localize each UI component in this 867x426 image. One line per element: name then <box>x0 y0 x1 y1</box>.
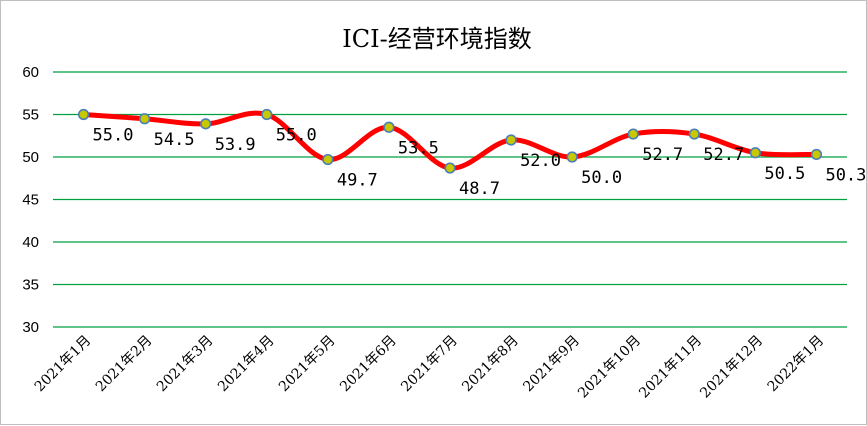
x-tick-label: 2021年12月 <box>697 333 766 402</box>
x-tick-label: 2021年4月 <box>215 333 278 396</box>
x-tick-label: 2021年5月 <box>276 333 339 396</box>
data-label: 53.5 <box>398 138 439 158</box>
gridlines <box>53 71 847 328</box>
data-label: 55.0 <box>93 126 134 146</box>
x-tick-label: 2021年10月 <box>575 333 644 402</box>
x-tick-label: 2021年2月 <box>93 333 156 396</box>
data-label: 55.0 <box>276 126 317 146</box>
x-axis-ticks: 2021年1月2021年2月2021年3月2021年4月2021年5月2021年… <box>32 333 828 402</box>
data-point <box>810 148 823 161</box>
data-label: 52.0 <box>520 151 561 171</box>
data-point <box>749 147 761 159</box>
x-tick-label: 2021年11月 <box>636 333 705 402</box>
data-label: 48.7 <box>459 179 500 199</box>
data-point <box>200 118 212 130</box>
y-tick-label: 35 <box>22 277 39 294</box>
data-label: 50.5 <box>764 164 805 184</box>
y-tick-label: 40 <box>22 234 39 251</box>
series-markers <box>77 108 823 174</box>
data-label: 54.5 <box>154 130 195 150</box>
x-tick-label: 2021年8月 <box>459 333 522 396</box>
data-label: 50.0 <box>581 168 622 188</box>
data-label: 50.3 <box>825 165 866 185</box>
data-point <box>505 134 517 146</box>
data-point <box>322 153 334 166</box>
data-label: 53.9 <box>215 135 256 155</box>
x-tick-label: 2021年1月 <box>32 333 95 396</box>
y-axis-ticks: 30 35 40 45 50 55 60 <box>22 64 39 336</box>
y-tick-label: 55 <box>22 107 39 124</box>
y-tick-label: 30 <box>22 319 39 336</box>
data-point <box>688 128 700 140</box>
y-tick-label: 60 <box>22 64 39 81</box>
data-point <box>444 162 456 174</box>
y-tick-label: 45 <box>22 192 39 209</box>
data-point <box>566 151 578 163</box>
x-tick-label: 2021年6月 <box>337 333 400 396</box>
data-point <box>139 113 151 125</box>
y-tick-label: 50 <box>22 149 39 166</box>
data-labels: 55.0 54.5 53.9 55.0 49.7 53.5 48.7 52.0 50.0 52.7… <box>93 126 867 200</box>
data-point <box>627 128 639 140</box>
data-point <box>383 121 395 133</box>
data-point <box>261 108 273 121</box>
x-tick-label: 2021年7月 <box>398 333 461 396</box>
data-label: 52.7 <box>703 145 744 165</box>
data-label: 49.7 <box>337 171 378 191</box>
x-tick-label: 2022年1月 <box>765 333 828 396</box>
x-tick-label: 2021年3月 <box>154 333 217 396</box>
data-point <box>77 108 90 121</box>
data-label: 52.7 <box>642 145 683 165</box>
chart-title: ICI-经营环境指数 <box>342 25 531 53</box>
x-tick-label: 2021年9月 <box>520 333 583 396</box>
